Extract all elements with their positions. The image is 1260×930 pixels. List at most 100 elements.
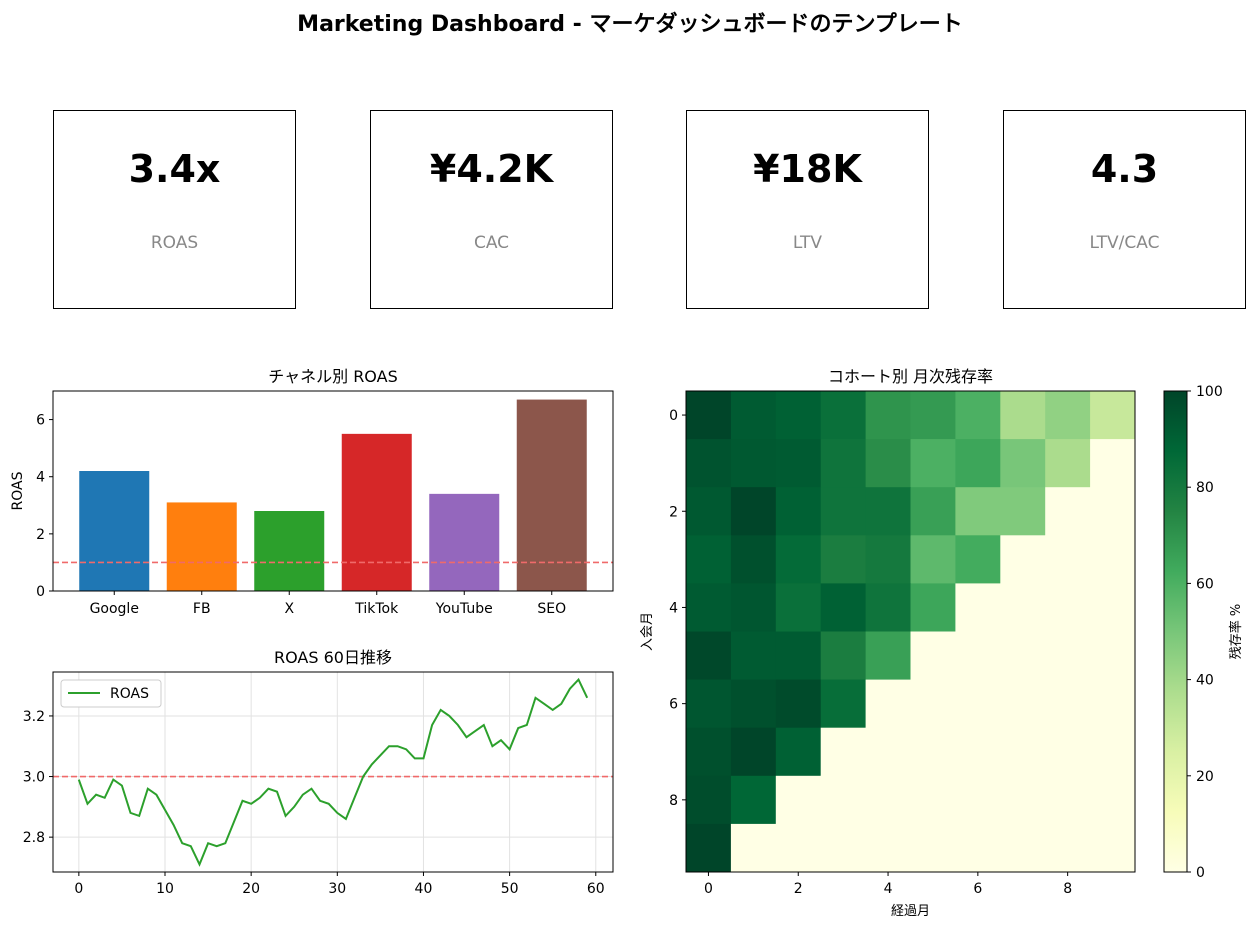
heatmap-cell — [1045, 679, 1091, 729]
heatmap-cell — [820, 583, 867, 632]
heatmap-cell — [1045, 487, 1091, 536]
kpi-card-ltv: ¥18K LTV — [686, 110, 929, 309]
y-axis-label: ROAS — [10, 471, 26, 510]
kpi-label: CAC — [473, 233, 510, 253]
heatmap-cell — [1045, 583, 1091, 632]
heatmap-cell — [865, 487, 911, 536]
heatmap-cell — [686, 487, 732, 536]
heatmap-cell — [1045, 631, 1091, 681]
heatmap-cell — [910, 439, 956, 488]
heatmap-cell — [1090, 583, 1136, 632]
heatmap-cell — [955, 535, 1001, 584]
bar-tiktok — [341, 433, 412, 591]
heatmap-cell — [1045, 775, 1091, 825]
x-tick-label: 6 — [973, 881, 982, 897]
heatmap-cell — [730, 631, 777, 681]
heatmap-cell — [775, 487, 822, 536]
kpi-value: ¥4.2K — [429, 147, 554, 191]
heatmap-cell — [910, 487, 956, 536]
heatmap-cell — [686, 439, 732, 488]
heatmap-cell — [775, 631, 822, 681]
x-tick-label: 0 — [704, 881, 713, 897]
heatmap-cell — [686, 583, 732, 632]
channel-roas-bar-chart: Google FB X TikTok YouTube SEO 0 2 4 6 チャネル別 ROAS R… — [10, 367, 614, 617]
bar-fb — [166, 502, 237, 591]
heatmap-cell — [865, 679, 911, 729]
colorbar-label: 残存率 % — [1228, 604, 1244, 660]
heatmap-cell — [1090, 823, 1136, 873]
heatmap-cell — [910, 679, 956, 729]
series-line-roas — [77, 677, 589, 867]
x-tick-label: 4 — [884, 881, 893, 897]
chart-title: チャネル別 ROAS — [268, 367, 397, 386]
heatmap-cell — [1000, 583, 1046, 632]
heatmap-cell — [1090, 487, 1136, 536]
chart-title: コホート別 月次残存率 — [828, 367, 993, 386]
heatmap-cell — [865, 631, 911, 681]
kpi-card-ltv-cac: 4.3 LTV/CAC — [1003, 110, 1246, 309]
heatmap-cell — [865, 535, 911, 584]
colorbar-tick-label: 40 — [1196, 673, 1214, 689]
heatmap-cell — [1090, 679, 1136, 729]
heatmap-cell — [955, 583, 1001, 632]
heatmap-cell — [910, 535, 956, 584]
y-tick-label: 2 — [36, 527, 45, 543]
chart-title: ROAS 60日推移 — [274, 648, 392, 667]
heatmap-cell — [1090, 631, 1136, 681]
heatmap-cell — [686, 391, 732, 440]
heatmap-cell — [730, 823, 777, 873]
heatmap-cell — [686, 631, 732, 681]
heatmap-cell — [865, 727, 911, 777]
heatmap-cell — [865, 439, 911, 488]
heatmap-cell — [820, 727, 867, 777]
colorbar-tick-label: 80 — [1196, 480, 1214, 496]
heatmap-cell — [730, 535, 777, 584]
heatmap-cell — [686, 727, 732, 777]
heatmap-cell — [1090, 535, 1136, 584]
heatmap-cell — [1090, 727, 1136, 777]
heatmap-cell — [1000, 631, 1046, 681]
plot-frame — [52, 671, 614, 873]
y-tick-label: 4 — [669, 600, 678, 616]
heatmap-cell — [865, 823, 911, 873]
heatmap-cell — [775, 679, 822, 729]
y-tick-label: 6 — [669, 697, 678, 713]
heatmap-cell — [1000, 679, 1046, 729]
heatmap-cell — [1045, 439, 1091, 488]
heatmap-cell — [1000, 727, 1046, 777]
colorbar-tick-label: 100 — [1196, 384, 1223, 400]
bar-x — [254, 511, 325, 591]
x-tick-label: 60 — [587, 881, 605, 897]
heatmap-cell — [775, 439, 822, 488]
bar-youtube — [429, 493, 500, 591]
heatmap-cell — [686, 679, 732, 729]
heatmap-cell — [820, 631, 867, 681]
y-tick-label: 6 — [36, 413, 45, 429]
x-tick-label: 20 — [242, 881, 260, 897]
heatmap-cell — [730, 439, 777, 488]
heatmap-cell — [730, 487, 777, 536]
heatmap-cell — [820, 487, 867, 536]
heatmap-cell — [820, 439, 867, 488]
legend-label: ROAS — [110, 686, 149, 702]
heatmap-cell — [865, 391, 911, 440]
y-tick-label: 8 — [669, 793, 678, 809]
y-tick-label: 0 — [669, 408, 678, 424]
plot-frame — [52, 390, 614, 592]
heatmap-cell — [1000, 439, 1046, 488]
heatmap-cell — [730, 775, 777, 825]
heatmap-cell — [820, 679, 867, 729]
heatmap-cell — [910, 583, 956, 632]
heatmap-cell — [1090, 391, 1136, 440]
x-tick-label: TikTok — [354, 601, 399, 617]
x-tick-label: FB — [193, 601, 211, 617]
heatmap-cell — [775, 775, 822, 825]
colorbar-tick-label: 0 — [1196, 865, 1205, 881]
heatmap-cell — [910, 727, 956, 777]
y-tick-label: 2.8 — [23, 830, 45, 846]
x-tick-label: 30 — [328, 881, 346, 897]
heatmap-cell — [775, 727, 822, 777]
heatmap-cell — [1045, 391, 1091, 440]
heatmap-cell — [1000, 487, 1046, 536]
